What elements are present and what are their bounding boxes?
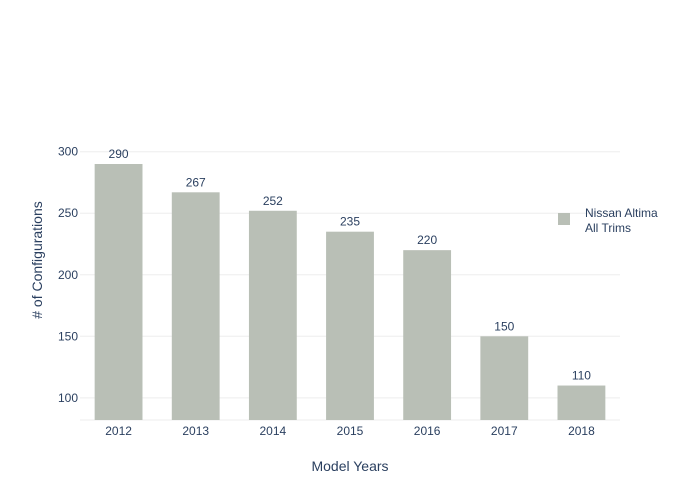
x-tick-label: 2012 [105,424,132,438]
y-tick-label: 250 [58,206,78,220]
bar-value-label: 220 [417,233,437,247]
data-labels: 290 267 252 235 220 150 110 [109,147,592,383]
bar-value-label: 110 [572,369,591,383]
bar[interactable] [326,231,374,420]
bar[interactable] [480,336,529,420]
x-axis: 2012 2013 2014 2015 2016 2017 2018 [105,424,595,438]
bar[interactable] [403,250,452,420]
legend-label-line-2: All Trims [585,221,631,235]
bars [94,164,606,420]
bar[interactable] [248,210,297,420]
x-tick-label: 2018 [568,424,595,438]
legend[interactable]: Nissan Altima All Trims [558,206,658,235]
y-tick-label: 200 [58,268,78,282]
x-tick-label: 2013 [182,424,209,438]
legend-swatch [558,213,570,225]
y-axis: 100 150 200 250 300 [58,145,78,405]
bar-value-label: 252 [263,194,283,208]
y-tick-label: 100 [58,391,78,405]
x-tick-label: 2017 [491,424,518,438]
bar[interactable] [171,192,220,420]
x-tick-label: 2014 [260,424,287,438]
x-tick-label: 2015 [337,424,364,438]
y-tick-label: 300 [58,145,78,159]
bar-value-label: 267 [186,175,206,189]
bar-value-label: 235 [340,215,360,229]
y-tick-label: 150 [58,329,78,343]
bar-value-label: 150 [494,319,514,333]
x-tick-label: 2016 [414,424,441,438]
x-axis-title: Model Years [311,458,388,474]
y-axis-title: # of Configurations [29,201,45,319]
bar[interactable] [557,385,606,420]
bar-value-label: 290 [109,147,129,161]
bar[interactable] [94,164,143,420]
legend-label-line-1: Nissan Altima [585,206,658,220]
